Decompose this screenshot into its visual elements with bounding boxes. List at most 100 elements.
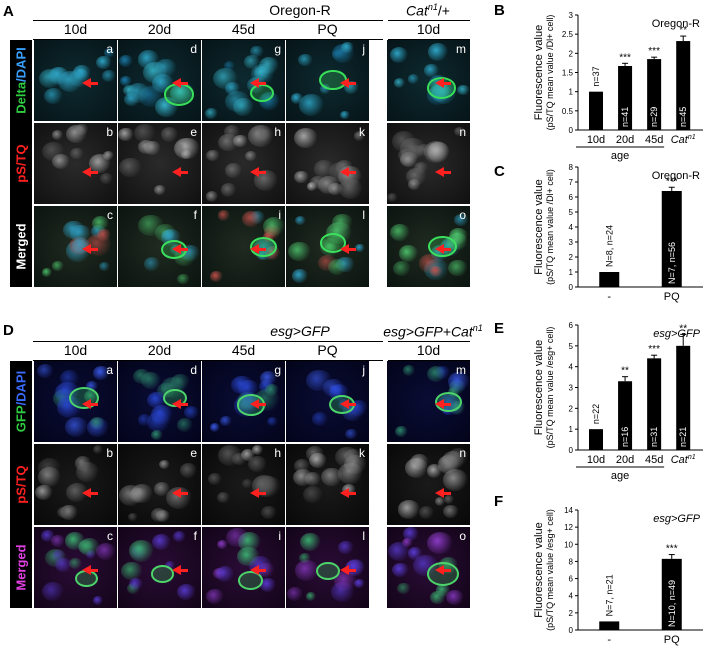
nucleus-blob: [413, 162, 429, 175]
nucleus-blob: [153, 481, 171, 496]
red-arrow-icon: [435, 167, 451, 177]
red-arrow-icon: [172, 244, 188, 254]
nucleus-blob: [134, 123, 156, 143]
nucleus-blob: [407, 179, 421, 191]
nucleus-blob: [427, 43, 449, 61]
micrograph-tile: f: [118, 527, 201, 608]
nucleus-blob: [226, 527, 249, 548]
nucleus-blob: [344, 449, 363, 465]
nucleus-blob: [36, 363, 54, 378]
y-tick-label: 1: [569, 88, 574, 97]
column-rule: [33, 39, 383, 40]
n-label: N=10, n=49: [667, 580, 677, 627]
nucleus-blob: [150, 404, 174, 424]
nucleus-blob: [389, 47, 409, 63]
panel-a-title2-rule: [388, 20, 470, 21]
column-header: 45d: [231, 21, 256, 37]
nucleus-blob: [75, 123, 89, 136]
panel-label: E: [494, 320, 504, 337]
nucleus-blob: [128, 540, 155, 562]
panel-label: B: [494, 2, 505, 19]
red-arrow-icon: [250, 78, 266, 88]
micrograph-tile: a: [34, 361, 117, 442]
nucleus-blob: [402, 537, 413, 547]
y-tick-label: 6: [569, 321, 574, 330]
nucleus-blob: [319, 84, 332, 95]
n-label: N=8, n=24: [604, 225, 614, 267]
y-tick-label: 1: [569, 425, 574, 434]
nucleus-blob: [259, 577, 277, 592]
red-arrow-icon: [82, 167, 98, 177]
tile-letter: k: [359, 125, 365, 139]
red-arrow-icon: [172, 565, 188, 575]
nucleus-blob: [70, 147, 84, 160]
n-label: n=16: [620, 427, 630, 447]
column-header: 10d: [63, 21, 88, 37]
y-tick-label: 4: [569, 592, 574, 601]
micrograph-tile: k: [286, 444, 369, 525]
nucleus-blob: [295, 215, 307, 226]
red-arrow-icon: [250, 167, 266, 177]
micrograph-tile: b: [34, 123, 117, 204]
nucleus-blob: [393, 78, 405, 88]
marker-cell: [316, 561, 341, 580]
panel-a-title: Oregon-R: [269, 2, 331, 18]
micrograph-tile: l: [286, 527, 369, 608]
column-rule: [388, 360, 470, 361]
red-arrow-icon: [172, 78, 188, 88]
tile-letter: g: [274, 42, 281, 56]
red-arrow-icon: [82, 244, 98, 254]
nucleus-blob: [339, 110, 350, 120]
nucleus-blob: [332, 214, 353, 232]
nucleus-blob: [407, 547, 423, 560]
significance-label: ***: [666, 176, 678, 187]
nucleus-blob: [70, 224, 91, 243]
bar: [647, 358, 662, 450]
y-tick-label: 12: [564, 523, 573, 532]
micrograph-tile: a: [34, 40, 117, 121]
nucleus-blob: [294, 560, 320, 582]
red-arrow-icon: [435, 565, 451, 575]
n-label: n=45: [678, 107, 688, 127]
nucleus-blob: [237, 546, 261, 567]
y-tick-label: 0: [569, 283, 574, 292]
nucleus-blob: [254, 170, 279, 191]
nucleus-blob: [48, 67, 69, 85]
category-label: Catn1: [671, 454, 696, 466]
nucleus-blob: [387, 192, 399, 202]
nucleus-blob: [159, 459, 171, 470]
y-tick-label: 3: [569, 238, 574, 247]
panel-label: C: [494, 163, 505, 180]
nucleus-blob: [120, 561, 143, 581]
nucleus-blob: [151, 533, 172, 551]
category-label: -: [607, 634, 611, 646]
nucleus-blob: [209, 423, 221, 432]
red-arrow-icon: [250, 488, 266, 498]
nucleus-blob: [443, 505, 460, 519]
micrograph-tile: n: [387, 123, 470, 204]
nucleus-blob: [138, 139, 156, 155]
category-label: -: [607, 291, 611, 303]
nucleus-blob: [427, 531, 453, 554]
tile-letter: j: [362, 363, 365, 377]
n-label: n=31: [649, 427, 659, 447]
nucleus-blob: [287, 587, 303, 601]
y-tick-label: 8: [569, 163, 574, 172]
micrograph-tile: m: [387, 40, 470, 121]
nucleus-blob: [355, 243, 366, 253]
red-arrow-icon: [435, 488, 451, 498]
panel-d-title-rule: [33, 341, 383, 342]
tile-letter: f: [193, 529, 197, 543]
panel-a-title-rule: [33, 20, 383, 21]
nucleus-blob: [232, 134, 248, 148]
bar: [647, 59, 662, 131]
red-arrow-icon: [82, 565, 98, 575]
nucleus-blob: [457, 84, 470, 96]
tile-letter: e: [190, 125, 197, 139]
nucleus-blob: [395, 425, 409, 437]
nucleus-blob: [34, 484, 54, 501]
n-label: n=22: [591, 404, 601, 424]
nucleus-blob: [92, 444, 104, 454]
n-label: n=41: [620, 107, 630, 127]
n-label: N=7, n=21: [604, 574, 614, 616]
